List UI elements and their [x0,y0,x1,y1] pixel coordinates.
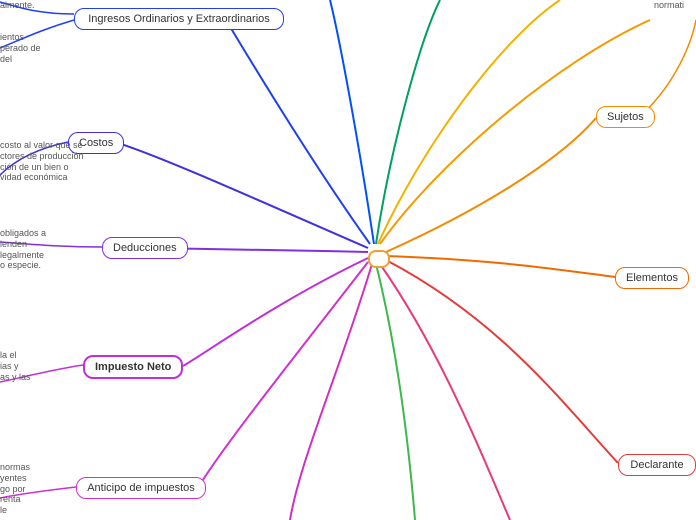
leaf-text: almente. [0,0,50,11]
leaf-text: normati [654,0,696,11]
mindmap-node[interactable]: Deducciones [102,237,188,259]
mindmap-edge [121,144,368,248]
leaf-text: normas yentes go por renta le [0,462,50,516]
mindmap-edge [380,264,510,520]
mindmap-edge [183,258,368,366]
center-node[interactable] [368,250,390,268]
mindmap-edge [330,0,374,244]
leaf-text: la el ias y as y las [0,350,50,382]
leaf-text: obligados a ienden legalmente o especie. [0,228,70,271]
mindmap-edge [640,20,696,116]
mindmap-edge [226,20,370,244]
mindmap-edge [376,264,415,520]
leaf-text: costo al valor que se ctores de producci… [0,140,120,183]
mindmap-edge [198,262,368,488]
mindmap-edge [290,264,372,520]
mindmap-node[interactable]: Anticipo de impuestos [76,477,206,499]
mindmap-edge [378,0,560,244]
mindmap-node[interactable]: Declarante [618,454,696,476]
mindmap-edge [386,260,618,463]
mindmap-edge [386,256,615,277]
mindmap-node[interactable]: Impuesto Neto [83,355,183,379]
mindmap-node[interactable]: Ingresos Ordinarios y Extraordinarios [74,8,284,30]
leaf-text: ientos perado de del [0,32,50,64]
mindmap-node[interactable]: Elementos [615,267,689,289]
mindmap-edge [386,118,596,252]
mindmap-node[interactable]: Sujetos [596,106,655,128]
